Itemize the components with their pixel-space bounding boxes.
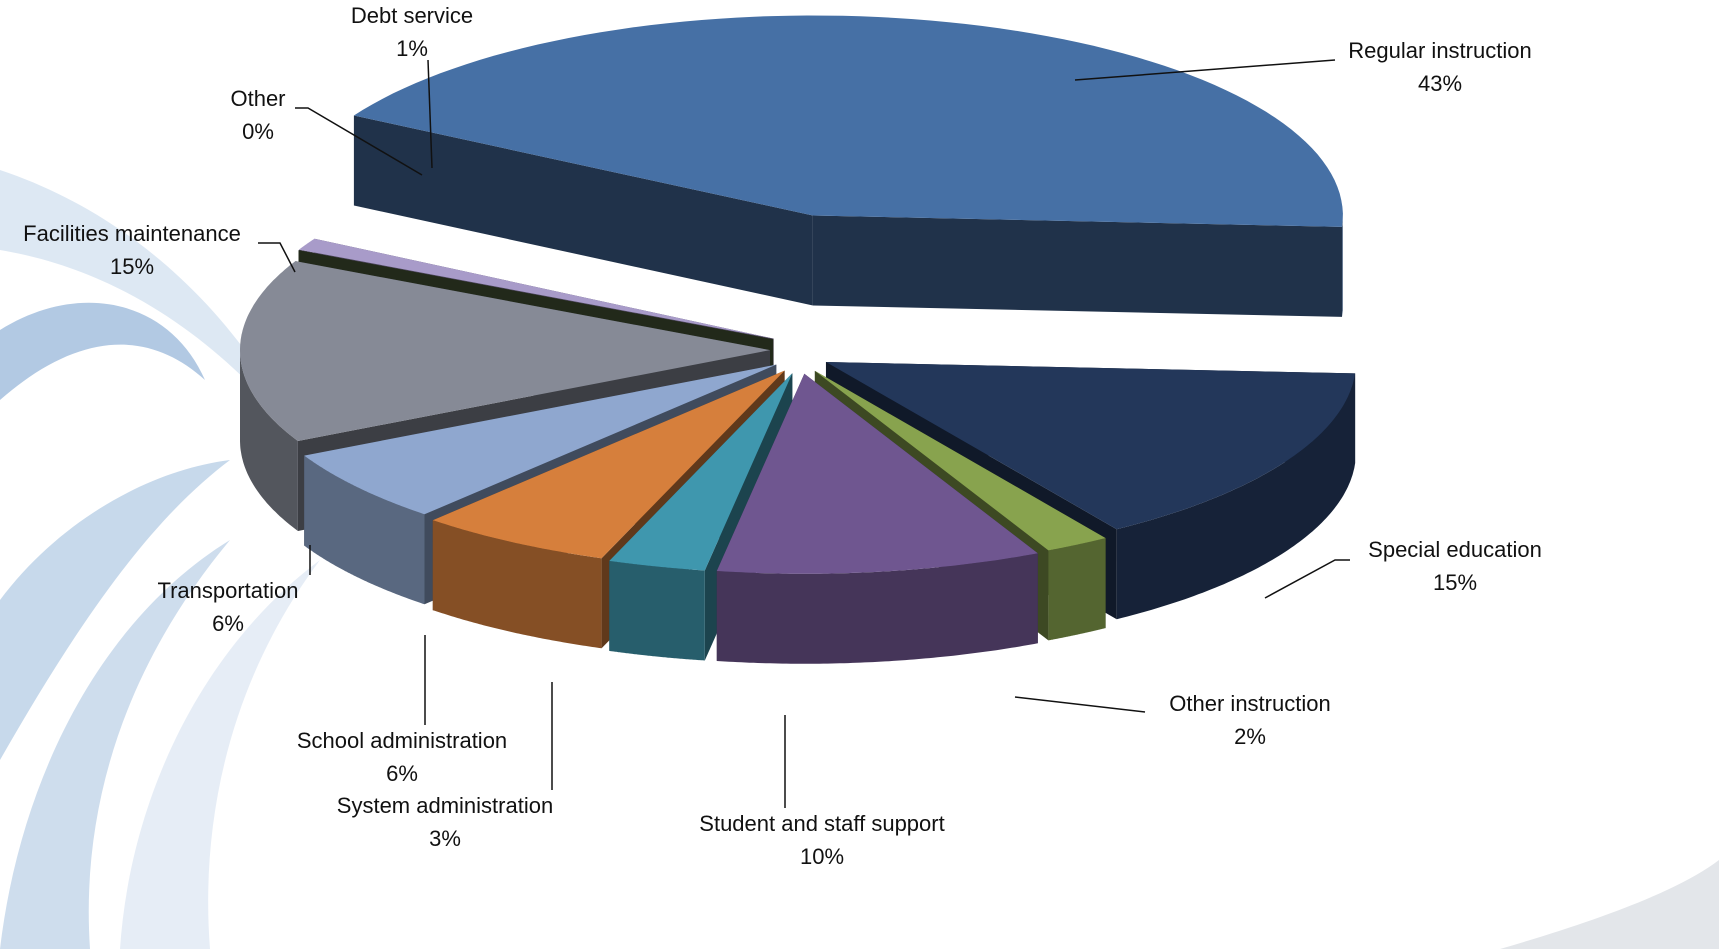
slice-top bbox=[432, 370, 785, 559]
slice-wall bbox=[353, 115, 813, 306]
value-label: 15% bbox=[1433, 570, 1477, 595]
value-label: 6% bbox=[212, 611, 244, 636]
pie bbox=[240, 15, 1356, 664]
slice-side bbox=[304, 455, 425, 605]
slice-top bbox=[299, 238, 774, 339]
category-label: Transportation bbox=[157, 578, 298, 603]
value-label: 2% bbox=[1234, 724, 1266, 749]
slice-top bbox=[814, 370, 1106, 551]
slice-side bbox=[716, 553, 1038, 664]
value-label: 3% bbox=[429, 826, 461, 851]
leader-line bbox=[258, 242, 296, 273]
labels: Regular instruction 43% Special education 1… bbox=[23, 3, 1542, 869]
category-label: Regular instruction bbox=[1348, 38, 1531, 63]
value-label: 1% bbox=[396, 36, 428, 61]
category-label: Debt service bbox=[351, 3, 473, 28]
leader-line bbox=[427, 59, 433, 169]
slice-wall bbox=[812, 215, 1342, 317]
slice-top bbox=[716, 373, 1038, 574]
value-label: 0% bbox=[242, 119, 274, 144]
leader-line bbox=[1074, 59, 1336, 81]
slice-side bbox=[240, 351, 298, 531]
slice bbox=[716, 373, 1038, 664]
category-label: Special education bbox=[1368, 537, 1542, 562]
category-label: System administration bbox=[337, 793, 553, 818]
category-label: Student and staff support bbox=[699, 811, 944, 836]
slice-side bbox=[1116, 373, 1356, 620]
slice-top bbox=[240, 261, 771, 441]
leader-line bbox=[295, 107, 423, 176]
leader-line bbox=[1264, 559, 1350, 599]
background-swoosh bbox=[0, 170, 1719, 949]
slice-top bbox=[609, 373, 793, 571]
value-label: 10% bbox=[800, 844, 844, 869]
slice-top bbox=[304, 364, 777, 515]
slice-side bbox=[432, 520, 602, 649]
value-label: 15% bbox=[110, 254, 154, 279]
leader-line bbox=[1014, 696, 1146, 713]
category-label: Facilities maintenance bbox=[23, 221, 241, 246]
slice-side bbox=[1048, 538, 1106, 641]
slice-side bbox=[1342, 220, 1343, 317]
value-label: 6% bbox=[386, 761, 418, 786]
category-label: Other instruction bbox=[1169, 691, 1330, 716]
slice bbox=[353, 15, 1343, 317]
slice-top bbox=[353, 15, 1343, 227]
category-label: Other bbox=[230, 86, 285, 111]
slice-side bbox=[609, 560, 705, 661]
value-label: 43% bbox=[1418, 71, 1462, 96]
slice-top bbox=[825, 362, 1356, 530]
category-label: School administration bbox=[297, 728, 507, 753]
